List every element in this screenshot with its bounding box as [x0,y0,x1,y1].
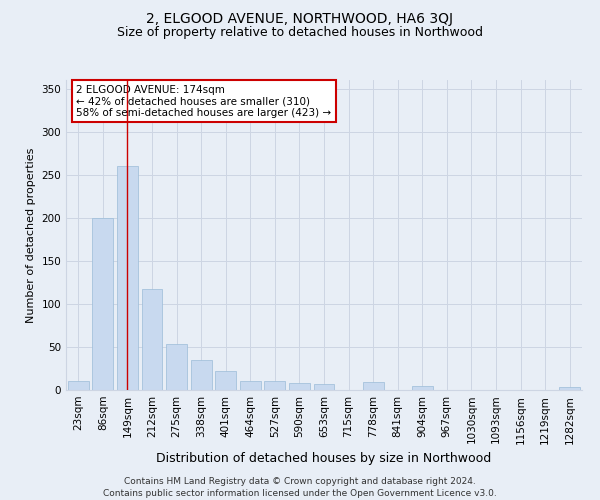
Text: 2 ELGOOD AVENUE: 174sqm
← 42% of detached houses are smaller (310)
58% of semi-d: 2 ELGOOD AVENUE: 174sqm ← 42% of detache… [76,84,331,118]
Text: Size of property relative to detached houses in Northwood: Size of property relative to detached ho… [117,26,483,39]
Bar [117,166,138,390]
Bar [191,360,212,390]
Bar [215,371,236,390]
Bar [265,382,286,390]
Bar [240,382,261,390]
Bar [289,383,310,390]
Bar [412,386,433,390]
Text: Contains HM Land Registry data © Crown copyright and database right 2024.
Contai: Contains HM Land Registry data © Crown c… [103,476,497,498]
Bar [362,382,383,390]
Bar [314,384,334,390]
Y-axis label: Number of detached properties: Number of detached properties [26,148,36,322]
Text: 2, ELGOOD AVENUE, NORTHWOOD, HA6 3QJ: 2, ELGOOD AVENUE, NORTHWOOD, HA6 3QJ [146,12,454,26]
Bar [142,289,163,390]
Bar [166,344,187,390]
X-axis label: Distribution of detached houses by size in Northwood: Distribution of detached houses by size … [157,452,491,465]
Bar [559,388,580,390]
Bar [92,218,113,390]
Bar [68,380,89,390]
